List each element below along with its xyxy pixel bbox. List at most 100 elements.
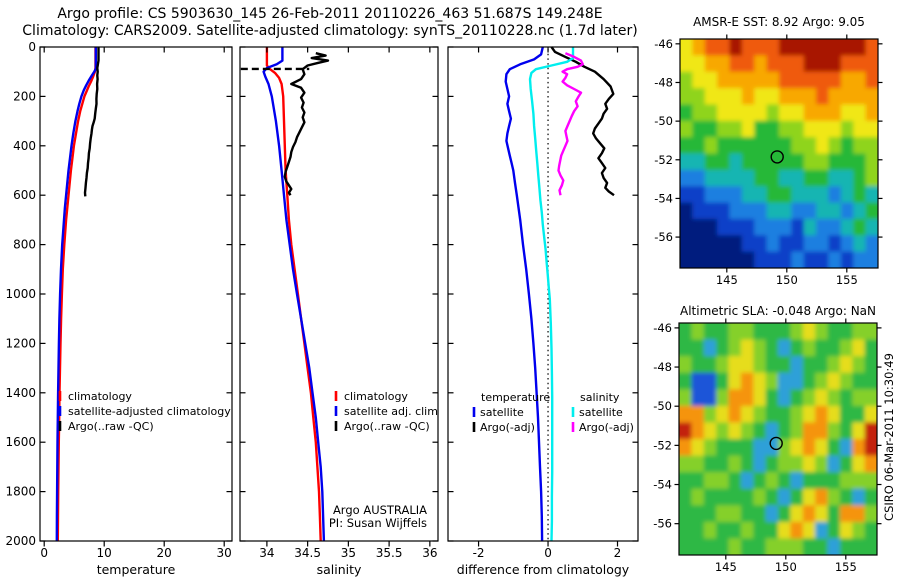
field-cell [803,202,818,220]
field-cell [766,251,780,268]
legend-label: Argo(-adj) [579,421,634,434]
lat-tick-label: -48 [653,360,672,374]
field-cell [802,538,817,555]
field-cell [679,339,693,358]
field-cell [754,71,768,90]
field-cell [766,55,780,73]
field-cell [827,488,841,507]
field-cell [728,389,742,407]
field-cell [691,472,705,490]
field-cell [765,521,779,540]
field-cell [827,505,841,523]
field-cell [692,120,706,139]
field-cell [816,186,830,204]
field-cell [815,356,829,374]
field-cell [802,472,817,490]
field-cell [828,169,842,188]
field-cell [692,39,706,57]
y-tick-label: 600 [13,188,36,202]
field-cell [839,405,854,424]
field-cell [691,323,705,341]
field-cell [802,439,817,457]
field-cell [828,39,842,57]
field-cell [865,137,878,155]
field-cell [827,538,841,555]
field-cell [728,455,742,474]
field-cell [828,235,842,253]
field-cell [865,235,878,253]
field-cell [765,455,779,474]
axes-box [447,46,639,542]
field-cell [716,422,730,440]
field-cell [802,323,817,341]
field-cell [839,455,854,474]
field-cell [716,405,730,424]
field-cell [840,169,855,188]
legend-label: climatology [68,390,132,403]
field-cell [679,372,693,391]
field-cell [703,521,718,540]
field-cell [828,218,842,237]
field-cell [852,538,866,555]
field-cell [791,186,805,204]
field-cell [740,538,755,555]
field-cell [680,235,694,253]
field-cell [864,455,877,474]
y-tick-label: 1000 [5,287,36,301]
lat-tick-label: -46 [654,37,673,51]
field-cell [827,405,841,424]
field-cell [753,538,767,555]
field-cell [704,169,719,188]
field-cell [839,372,854,391]
field-cell [728,521,742,540]
field-cell [741,235,756,253]
field-cell [692,88,706,106]
field-cell [865,39,878,57]
field-cell [703,505,718,523]
y-tick-label: 800 [13,238,36,252]
field-cell [716,356,730,374]
field-cell [865,169,878,188]
field-cell [716,372,730,391]
field-cell [840,186,855,204]
field-cell [778,356,792,374]
field-cell [839,356,854,374]
field-cell [816,104,830,122]
field-cell [790,389,804,407]
field-cell [704,39,719,57]
field-cell [765,372,779,391]
field-cell [864,422,877,440]
field-cell [704,71,719,90]
field-cell [816,55,830,73]
field-cell [754,39,768,57]
lat-tick-label: -48 [654,75,673,89]
field-cell [779,104,793,122]
field-cell [679,538,693,555]
field-cell [753,505,767,523]
field-cell [728,422,742,440]
field-cell [680,186,694,204]
field-cell [865,120,878,139]
field-cell [802,488,817,507]
field-cell [679,422,693,440]
field-cell [839,389,854,407]
field-cell [802,372,817,391]
lon-tick-label: 145 [716,273,738,287]
field-cell [765,505,779,523]
field-cell [765,389,779,407]
lat-tick-label: -52 [653,438,672,452]
x-tick-label: 36 [422,546,437,560]
field-cell [828,137,842,155]
field-cell [853,39,867,57]
field-cell [803,55,818,73]
field-cell [753,472,767,490]
field-cell [791,218,805,237]
lon-tick-label: 150 [775,560,797,574]
field-cell [865,202,878,220]
field-cell [864,389,877,407]
field-cell [741,153,756,171]
field-cell [728,323,742,341]
field-cell [852,339,866,358]
field-cell [827,339,841,358]
field-cell [680,39,694,57]
